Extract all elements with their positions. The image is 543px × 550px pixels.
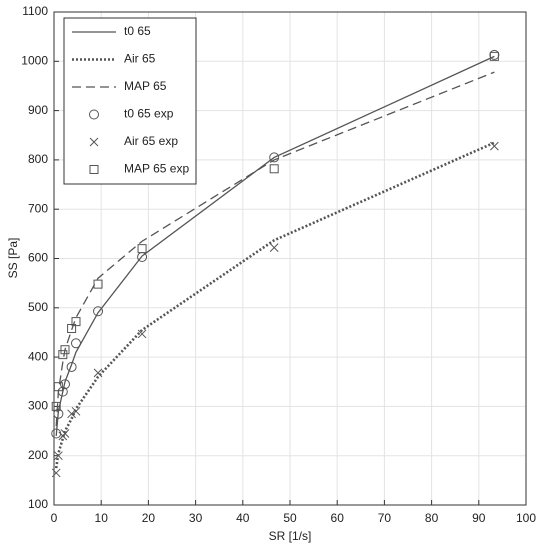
y-tick-label: 1100	[22, 4, 48, 18]
marker	[60, 429, 70, 438]
marker	[93, 306, 104, 317]
x-tick-label: 60	[331, 511, 345, 525]
marker	[93, 279, 103, 289]
y-tick-label: 500	[28, 300, 48, 314]
marker	[54, 451, 63, 461]
y-tick-label: 700	[28, 201, 48, 215]
series-line	[55, 71, 495, 427]
marker	[71, 317, 81, 327]
y-tick-label: 200	[28, 448, 48, 462]
legend-label: Air 65 exp	[124, 134, 178, 148]
y-tick-label: 1000	[21, 53, 48, 67]
legend-label: t0 65 exp	[124, 107, 174, 121]
y-tick-label: 400	[28, 349, 48, 363]
plot-frame	[53, 11, 527, 506]
y-tick-label: 300	[28, 399, 48, 413]
legend-box	[63, 17, 197, 185]
x-tick-label: 10	[95, 511, 109, 525]
legend: t0 65 Air 65 MAP 65 t0 65 exp Air 65 exp MAP …	[63, 17, 197, 185]
marker	[51, 401, 61, 411]
x-tick-label: 20	[142, 511, 156, 525]
x-tick-label: 90	[472, 511, 486, 525]
marker	[269, 152, 280, 163]
x-tick-label: 40	[236, 511, 250, 525]
legend-marker	[89, 137, 99, 147]
marker	[71, 406, 81, 416]
marker	[66, 361, 77, 372]
marker	[53, 382, 63, 392]
y-tick-label: 800	[28, 152, 48, 166]
marker	[58, 350, 68, 360]
marker	[137, 329, 147, 339]
legend-label: MAP 65	[124, 79, 167, 93]
marker	[59, 379, 70, 390]
x-axis-label: SR [1/s]	[269, 529, 312, 543]
legend-label: Air 65	[124, 52, 156, 66]
y-tick-label: 100	[28, 497, 48, 511]
legend-label: MAP 65 exp	[124, 162, 189, 176]
legend-label: t0 65	[124, 24, 151, 38]
legend-marker	[89, 109, 99, 120]
x-tick-label: 100	[516, 511, 536, 525]
marker	[269, 243, 279, 253]
marker	[93, 368, 103, 378]
marker	[489, 51, 499, 61]
marker	[70, 338, 81, 349]
x-tick-label: 50	[283, 511, 297, 525]
marker	[490, 141, 499, 151]
marker	[51, 468, 61, 478]
y-axis-label: SS [Pa]	[6, 238, 20, 279]
marker	[67, 409, 76, 419]
x-tick-label: 30	[189, 511, 203, 525]
marker	[137, 244, 147, 254]
x-tick-label: 80	[425, 511, 439, 525]
marker	[53, 408, 64, 419]
y-tick-label: 600	[28, 251, 48, 265]
y-tick-label: 900	[28, 103, 48, 117]
marker	[60, 345, 70, 355]
x-tick-label: 70	[378, 511, 392, 525]
x-tick-label: 0	[51, 511, 58, 525]
series-line	[55, 55, 495, 437]
legend-marker	[89, 165, 99, 174]
marker	[269, 164, 279, 174]
